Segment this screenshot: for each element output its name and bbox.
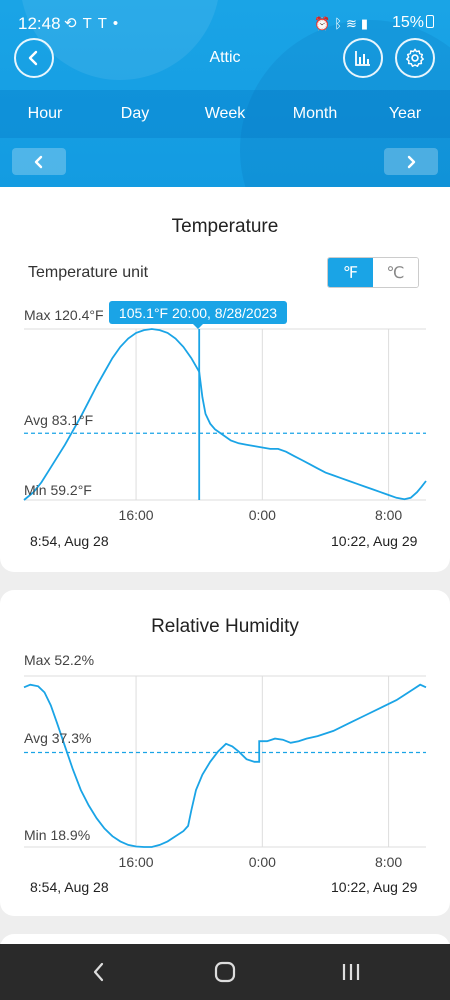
tooltip-background [109, 301, 287, 324]
bluetooth-icon: ᛒ [334, 16, 346, 31]
temperature-unit-label: Temperature unit [28, 264, 149, 281]
temperature-series-line [23, 328, 427, 501]
tab-year[interactable]: Year [388, 105, 422, 122]
home-icon [214, 961, 236, 983]
nav-recents-button[interactable] [333, 956, 369, 988]
tab-month[interactable]: Month [292, 105, 338, 122]
humidity-chart[interactable]: Max 52.2% Avg 37.3% Min 18.9% 16:00 0:00 8… [0, 590, 450, 890]
humidity-max-label: Max 52.2% [24, 652, 94, 668]
previous-period-button[interactable] [12, 148, 66, 175]
tesla-icon: T [97, 15, 113, 32]
temperature-min-label: Min 59.2°F [24, 482, 92, 498]
tab-hour[interactable]: Hour [27, 105, 63, 122]
period-tabs: Hour Day Week Month Year [0, 90, 450, 138]
tooltip-pointer [193, 324, 203, 329]
status-left-icons: ⟲TT• [64, 14, 124, 32]
system-nav-bar [0, 944, 450, 1000]
humidity-range-end: 10:22, Aug 29 [331, 879, 418, 895]
wifi-icon: ≋ [346, 16, 361, 31]
x-tick-label: 16:00 [119, 854, 154, 870]
bar-chart-icon [355, 51, 370, 66]
page-title: Attic [209, 49, 241, 66]
nav-back-button[interactable] [81, 956, 117, 988]
humidity-card: Relative Humidity Max 52.2% Avg 37.3% Mi… [0, 590, 450, 916]
alarm-icon: ⏰ [314, 16, 335, 31]
app-bar: Attic [0, 36, 450, 90]
temperature-tooltip: 105.1°F 20:00, 8/28/2023 [109, 301, 287, 329]
humidity-min-label: Min 18.9% [24, 827, 90, 843]
temperature-max-label: Max 120.4°F [24, 307, 104, 323]
x-tick-label: 8:00 [375, 507, 402, 523]
chevron-right-icon [407, 155, 416, 168]
status-right-icons: ⏰ᛒ≋▮ [314, 16, 372, 32]
humidity-avg-label: Avg 37.3% [24, 730, 91, 746]
signal-icon: ▮ [360, 16, 373, 31]
battery-icon [426, 15, 435, 28]
battery-indicator: 15% [392, 14, 435, 32]
tab-day[interactable]: Day [120, 105, 150, 122]
temperature-range-start: 8:54, Aug 28 [30, 533, 109, 549]
gear-icon [406, 48, 424, 67]
unit-celsius-button[interactable]: ℃ [373, 258, 418, 287]
unit-fahrenheit-button[interactable]: ℉ [328, 258, 373, 287]
temperature-avg-label: Avg 83.1°F [24, 412, 93, 428]
status-bar: 12:48 ⟲TT• ⏰ᛒ≋▮ 15% [0, 0, 450, 36]
x-tick-label: 0:00 [249, 854, 276, 870]
status-time: 12:48 [18, 14, 61, 33]
temperature-title: Temperature [171, 216, 279, 237]
dot-icon: • [112, 15, 125, 32]
humidity-title: Relative Humidity [151, 616, 299, 637]
chart-view-button[interactable] [343, 38, 383, 78]
tesla-icon: T [82, 15, 98, 32]
x-tick-label: 0:00 [249, 507, 276, 523]
settings-button[interactable] [395, 38, 435, 78]
next-period-button[interactable] [384, 148, 438, 175]
header: 12:48 ⟲TT• ⏰ᛒ≋▮ 15% Attic Hour Day [0, 0, 450, 187]
temperature-chart[interactable]: Max 120.4°F Avg 83.1°F Min 59.2°F 105.1°… [0, 187, 450, 527]
battery-percent: 15% [392, 14, 425, 31]
tooltip-text: 105.1°F 20:00, 8/28/2023 [119, 305, 277, 321]
temperature-card: Temperature Temperature unit ℉ ℃ Max 120… [0, 187, 450, 572]
back-icon [93, 962, 104, 982]
temperature-unit-toggle: ℉ ℃ [327, 257, 419, 288]
recents-icon [342, 964, 360, 980]
sync-icon: ⟲ [64, 15, 83, 32]
humidity-range-start: 8:54, Aug 28 [30, 879, 109, 895]
back-button[interactable] [14, 38, 54, 78]
x-tick-label: 8:00 [375, 854, 402, 870]
x-tick-label: 16:00 [119, 507, 154, 523]
chevron-left-icon [28, 50, 38, 66]
chevron-left-icon [34, 155, 43, 168]
period-pager [0, 138, 450, 187]
humidity-series-line [23, 683, 427, 848]
temperature-range-end: 10:22, Aug 29 [331, 533, 418, 549]
tab-week[interactable]: Week [204, 105, 246, 122]
nav-home-button[interactable] [207, 956, 243, 988]
